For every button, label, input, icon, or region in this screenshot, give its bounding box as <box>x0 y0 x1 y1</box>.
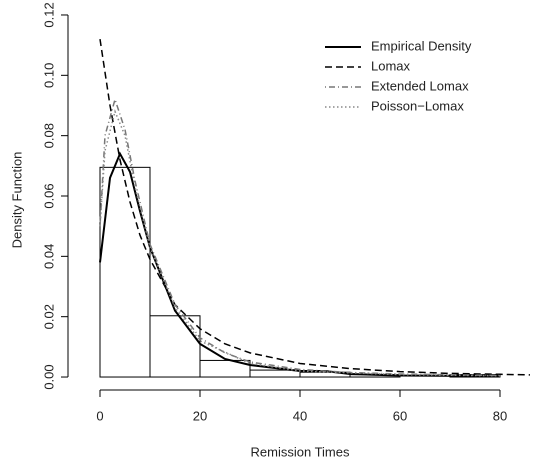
y-axis-label: Density Function <box>9 152 24 249</box>
x-axis-label: Remission Times <box>251 444 350 459</box>
y-tick-label: 0.12 <box>41 2 56 27</box>
y-tick-label: 0.02 <box>41 304 56 329</box>
legend-label: Lomax <box>371 58 411 73</box>
histogram-bar <box>199 359 251 378</box>
x-tick-label: 20 <box>193 408 207 423</box>
x-tick-label: 80 <box>493 408 507 423</box>
legend-label: Extended Lomax <box>371 78 469 93</box>
legend-label: Poisson−Lomax <box>371 98 464 113</box>
y-tick-label: 0.10 <box>41 63 56 88</box>
y-tick-label: 0.06 <box>41 183 56 208</box>
x-tick-label: 40 <box>293 408 307 423</box>
legend-label: Empirical Density <box>371 38 472 53</box>
histogram-bar <box>249 369 301 378</box>
x-tick-label: 0 <box>96 408 103 423</box>
y-tick-label: 0.04 <box>41 244 56 269</box>
y-tick-label: 0.00 <box>41 364 56 389</box>
density-curve <box>99 38 531 376</box>
x-tick-label: 60 <box>393 408 407 423</box>
density-curve <box>99 151 501 378</box>
histogram-bar <box>99 166 151 378</box>
y-tick-label: 0.08 <box>41 123 56 148</box>
density-curve <box>99 109 501 377</box>
histogram-bar <box>149 315 201 378</box>
